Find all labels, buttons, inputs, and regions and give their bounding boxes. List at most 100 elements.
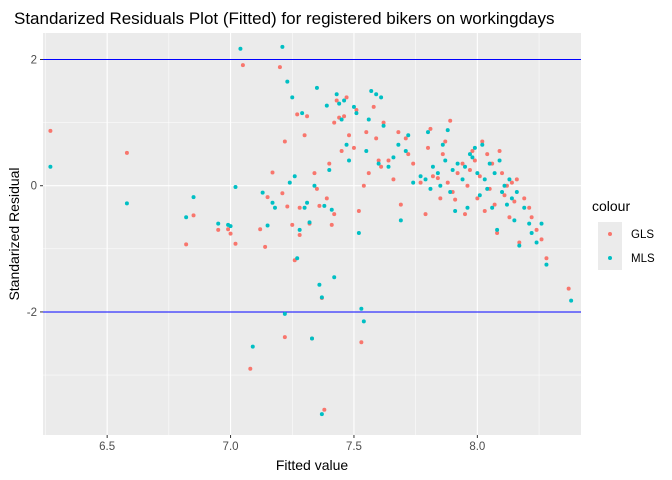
point-mls bbox=[544, 262, 549, 267]
point-gls bbox=[248, 366, 253, 371]
point-mls bbox=[423, 177, 428, 182]
point-mls bbox=[569, 298, 574, 303]
point-gls bbox=[534, 227, 539, 232]
point-gls bbox=[282, 335, 287, 340]
point-mls bbox=[354, 111, 359, 116]
point-mls bbox=[250, 344, 255, 349]
point-mls bbox=[430, 164, 435, 169]
point-mls bbox=[307, 220, 312, 225]
point-mls bbox=[522, 205, 527, 210]
point-mls bbox=[356, 231, 361, 236]
point-mls bbox=[238, 46, 243, 51]
point-gls bbox=[314, 186, 319, 191]
point-mls bbox=[495, 227, 500, 232]
point-gls bbox=[411, 161, 416, 166]
point-gls bbox=[495, 231, 500, 236]
data-points bbox=[48, 44, 574, 417]
point-mls bbox=[534, 240, 539, 245]
point-gls bbox=[317, 203, 322, 208]
point-mls bbox=[260, 190, 265, 195]
point-mls bbox=[386, 164, 391, 169]
point-mls bbox=[435, 171, 440, 176]
y-tick-label: -2 bbox=[27, 307, 37, 319]
point-mls bbox=[418, 174, 423, 179]
point-mls bbox=[359, 306, 364, 311]
point-mls bbox=[450, 167, 455, 172]
point-mls bbox=[443, 158, 448, 163]
point-mls bbox=[480, 142, 485, 147]
point-mls bbox=[347, 158, 352, 163]
point-mls bbox=[527, 221, 532, 226]
point-gls bbox=[327, 161, 332, 166]
point-gls bbox=[529, 215, 534, 220]
point-gls bbox=[527, 205, 532, 210]
point-mls bbox=[292, 174, 297, 179]
point-mls bbox=[285, 79, 290, 84]
point-mls bbox=[487, 161, 492, 166]
point-gls bbox=[500, 171, 505, 176]
point-mls bbox=[529, 231, 534, 236]
point-gls bbox=[270, 170, 275, 175]
point-mls bbox=[396, 142, 401, 147]
point-mls bbox=[514, 190, 519, 195]
point-mls bbox=[184, 215, 189, 220]
point-gls bbox=[356, 208, 361, 213]
point-mls bbox=[509, 196, 514, 201]
point-mls bbox=[406, 133, 411, 138]
point-gls bbox=[470, 149, 475, 154]
point-gls bbox=[435, 176, 440, 181]
point-gls bbox=[280, 191, 285, 196]
point-mls bbox=[364, 149, 369, 154]
point-gls bbox=[544, 256, 549, 261]
point-gls bbox=[332, 212, 337, 217]
legend-marker-gls bbox=[608, 232, 612, 236]
x-tick-label: 6.5 bbox=[99, 441, 115, 453]
point-mls bbox=[475, 171, 480, 176]
point-mls bbox=[507, 177, 512, 182]
point-gls bbox=[428, 126, 433, 131]
point-mls bbox=[319, 295, 324, 300]
point-mls bbox=[265, 223, 270, 228]
point-gls bbox=[381, 120, 386, 125]
point-gls bbox=[398, 202, 403, 207]
point-mls bbox=[342, 98, 347, 103]
point-gls bbox=[467, 167, 472, 172]
point-mls bbox=[428, 186, 433, 191]
y-tick-label: 0 bbox=[31, 181, 37, 193]
point-gls bbox=[376, 158, 381, 163]
point-mls bbox=[381, 123, 386, 128]
point-gls bbox=[455, 171, 460, 176]
point-mls bbox=[379, 95, 384, 100]
point-gls bbox=[514, 177, 519, 182]
point-gls bbox=[347, 133, 352, 138]
point-gls bbox=[265, 195, 270, 200]
x-tick-label: 7.5 bbox=[346, 441, 362, 453]
point-mls bbox=[463, 164, 468, 169]
plot-panel bbox=[43, 33, 581, 435]
point-mls bbox=[191, 195, 196, 200]
point-gls bbox=[295, 112, 300, 117]
x-axis-title: Fitted value bbox=[276, 457, 349, 473]
point-gls bbox=[512, 199, 517, 204]
point-mls bbox=[425, 130, 430, 135]
point-mls bbox=[302, 205, 307, 210]
point-mls bbox=[324, 103, 329, 108]
point-gls bbox=[440, 152, 445, 157]
point-mls bbox=[455, 161, 460, 166]
point-gls bbox=[302, 133, 307, 138]
point-gls bbox=[233, 241, 238, 246]
point-gls bbox=[396, 130, 401, 135]
point-gls bbox=[391, 177, 396, 182]
point-gls bbox=[240, 63, 245, 68]
point-mls bbox=[317, 282, 322, 287]
point-gls bbox=[423, 212, 428, 217]
point-mls bbox=[344, 142, 349, 147]
point-mls bbox=[332, 275, 337, 280]
point-gls bbox=[332, 120, 337, 125]
point-mls bbox=[233, 184, 238, 189]
point-gls bbox=[351, 145, 356, 150]
point-gls bbox=[386, 158, 391, 163]
point-gls bbox=[465, 183, 470, 188]
x-tick-label: 7.0 bbox=[223, 441, 239, 453]
